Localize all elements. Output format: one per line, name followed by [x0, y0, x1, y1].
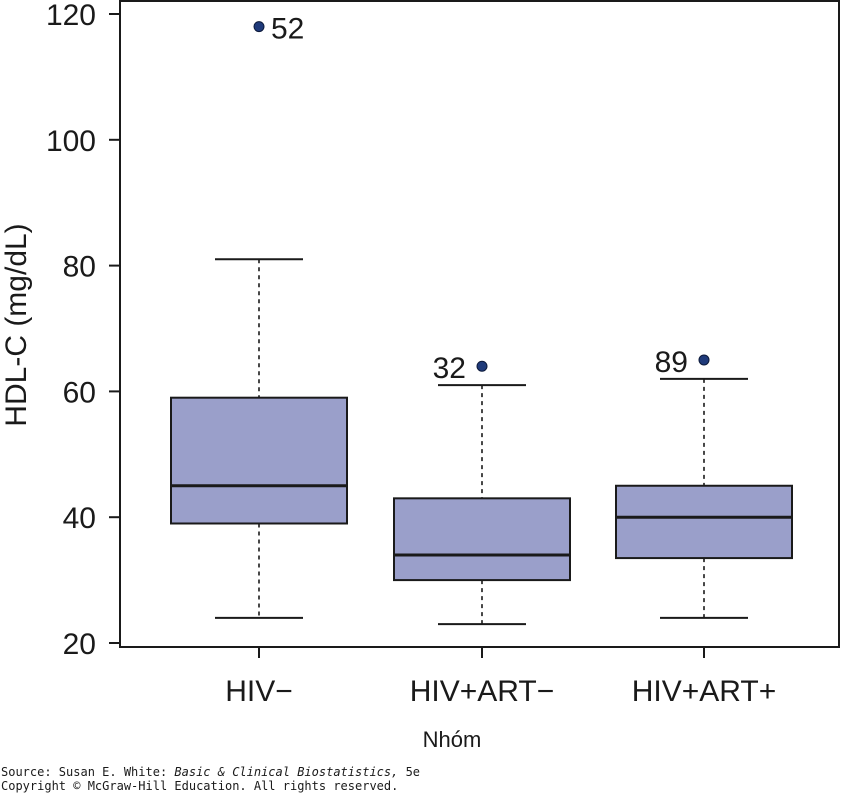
iqr-box — [615, 484, 793, 560]
copyright-line: Copyright © McGraw-Hill Education. All r… — [1, 779, 398, 793]
source-book-title: Basic & Clinical Biostatistics, — [174, 765, 399, 779]
source-prefix: Source: Susan E. White: — [1, 765, 175, 779]
x-axis-title: Nhóm — [423, 727, 482, 752]
x-tick-label: HIV+ART+ — [632, 675, 777, 708]
box-series: 52 32 89 — [170, 13, 793, 626]
x-tick-label: HIV+ART− — [410, 675, 555, 708]
y-tick-label: 80 — [63, 251, 96, 284]
source-line: Source: Susan E. White: Basic & Clinical… — [1, 765, 420, 779]
box-group: 52 — [170, 13, 348, 619]
iqr-box — [393, 497, 571, 582]
y-tick-label: 20 — [63, 628, 96, 661]
x-axis: HIV− HIV+ART− HIV+ART+ — [225, 647, 776, 708]
outlier-point — [698, 354, 710, 366]
x-tick-label: HIV− — [225, 675, 293, 708]
y-tick-label: 60 — [63, 376, 96, 409]
y-tick-label: 120 — [46, 0, 96, 32]
y-axis: 20 40 60 80 100 120 — [46, 0, 120, 661]
plot-frame — [119, 0, 840, 648]
y-tick-label: 100 — [46, 125, 96, 158]
y-axis-title: HDL-C (mg/dL) — [0, 223, 33, 426]
box-group: 32 — [393, 352, 571, 626]
outlier-point — [253, 21, 265, 33]
outlier-point — [476, 360, 488, 372]
outlier-label: 32 — [433, 352, 466, 385]
outlier-label: 89 — [655, 346, 688, 379]
y-tick-label: 40 — [63, 502, 96, 535]
source-edition: 5e — [398, 765, 421, 779]
box-group: 89 — [615, 346, 793, 619]
outlier-label: 52 — [271, 13, 304, 46]
iqr-box — [170, 396, 348, 525]
copyright-text: Copyright © McGraw-Hill Education. All r… — [1, 779, 399, 793]
